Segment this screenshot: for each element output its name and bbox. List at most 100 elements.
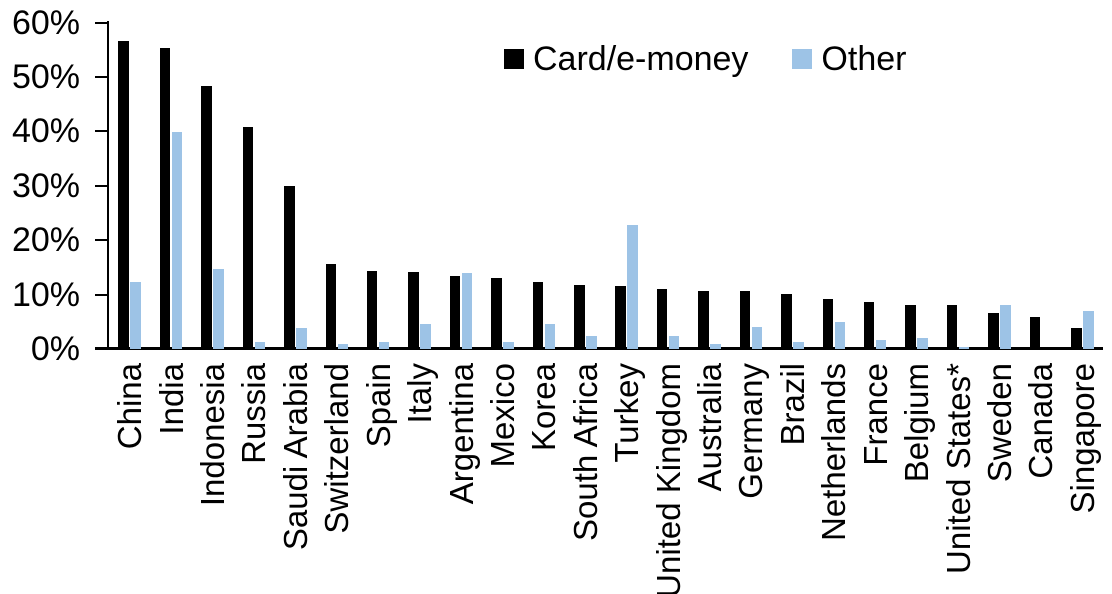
bar-card-emoney-france — [863, 301, 875, 349]
category-label-cell: South Africa — [565, 363, 606, 594]
legend-swatch-icon — [792, 49, 813, 69]
category-label-cell: Germany — [730, 363, 771, 594]
bar-other-italy — [420, 323, 431, 349]
bar-other-turkey — [627, 225, 638, 349]
y-axis-tick-label: 20% — [11, 221, 80, 260]
bar-other-russia — [254, 342, 266, 349]
bar-card-emoney-russia — [242, 126, 254, 349]
category-label-cell: United States* — [937, 363, 978, 594]
legend: Card/e-money Other — [504, 40, 906, 78]
category-label: Indonesia — [194, 363, 232, 507]
bar-card-emoney-united-states- — [946, 305, 958, 349]
legend-label: Other — [821, 39, 907, 78]
category-label: United States* — [939, 363, 977, 574]
category-label-cell: Singapore — [1062, 363, 1103, 594]
category-label-cell: China — [109, 363, 150, 594]
legend-item-card-emoney: Card/e-money — [504, 40, 748, 79]
bar-other-south-africa — [586, 335, 597, 349]
category-label-cell: Brazil — [772, 363, 813, 594]
category-label-cell: Italy — [399, 363, 440, 594]
category-label: Belgium — [898, 363, 936, 483]
bar-other-spain — [378, 342, 390, 349]
bar-card-emoney-argentina — [449, 275, 461, 349]
bar-other-saudi-arabia — [296, 327, 307, 349]
y-axis-tick — [95, 293, 108, 296]
bar-card-emoney-saudi-arabia — [284, 185, 295, 349]
y-axis-tick-label: 30% — [11, 166, 80, 205]
bar-card-emoney-singapore — [1071, 327, 1082, 349]
y-axis-line — [107, 21, 109, 350]
bar-card-emoney-united-kingdom — [656, 289, 668, 349]
category-label: Turkey — [608, 363, 646, 463]
category-label-cell: Netherlands — [813, 363, 854, 594]
bar-card-emoney-indonesia — [201, 85, 212, 349]
category-label: Italy — [401, 363, 439, 424]
y-axis-tick-label: 50% — [11, 57, 80, 96]
legend-item-other: Other — [792, 40, 906, 79]
category-label: France — [856, 363, 894, 466]
bar-other-korea — [544, 323, 556, 349]
category-label-cell: Russia — [233, 363, 274, 594]
bar-card-emoney-turkey — [615, 285, 626, 349]
bar-card-emoney-australia — [698, 290, 709, 349]
y-axis-tick — [95, 130, 108, 133]
category-label: Spain — [359, 363, 397, 448]
category-label-cell: India — [150, 363, 191, 594]
bar-other-singapore — [1083, 311, 1094, 349]
legend-swatch-icon — [504, 49, 524, 69]
category-label-cell: Indonesia — [192, 363, 233, 594]
bar-other-india — [171, 131, 183, 349]
category-label-cell: Argentina — [440, 363, 481, 594]
category-label: South Africa — [566, 363, 604, 541]
bar-card-emoney-germany — [739, 290, 751, 349]
category-label: Saudi Arabia — [276, 363, 314, 551]
bar-other-united-states- — [958, 347, 970, 349]
category-label: Germany — [732, 363, 770, 499]
category-label: Mexico — [483, 363, 521, 468]
bar-card-emoney-india — [159, 48, 171, 349]
category-label: Sweden — [980, 363, 1018, 483]
bar-other-australia — [710, 343, 721, 349]
bar-card-emoney-switzerland — [325, 263, 337, 349]
category-label-cell: Switzerland — [316, 363, 357, 594]
legend-label: Card/e-money — [533, 39, 749, 78]
bar-card-emoney-korea — [532, 282, 544, 349]
y-axis-tick — [95, 239, 108, 242]
bar-other-united-kingdom — [668, 335, 680, 349]
y-axis-tick-label: 10% — [11, 275, 80, 314]
category-label-cell: Mexico — [482, 363, 523, 594]
bar-card-emoney-sweden — [988, 313, 999, 349]
category-label-cell: Spain — [358, 363, 399, 594]
y-axis-tick — [95, 184, 108, 187]
category-label: China — [111, 363, 149, 450]
bar-other-argentina — [461, 273, 473, 349]
bar-other-france — [875, 339, 887, 349]
category-label-cell: Sweden — [979, 363, 1020, 594]
category-label: United Kingdom — [649, 363, 687, 594]
y-axis-tick — [95, 21, 108, 24]
category-label: Switzerland — [318, 363, 356, 534]
category-label-cell: Canada — [1020, 363, 1061, 594]
bar-card-emoney-brazil — [781, 294, 792, 349]
bar-card-emoney-netherlands — [822, 298, 834, 349]
category-label: Netherlands — [815, 363, 853, 541]
bar-card-emoney-canada — [1029, 316, 1041, 349]
category-label-cell: Saudi Arabia — [275, 363, 316, 594]
x-axis-line — [95, 347, 1103, 350]
category-label: Brazil — [773, 363, 811, 446]
category-label: Australia — [691, 363, 729, 492]
y-axis-tick-label: 40% — [11, 112, 80, 151]
bar-other-mexico — [503, 341, 514, 349]
bar-card-emoney-south-africa — [574, 284, 585, 349]
bar-other-china — [130, 281, 141, 349]
bar-card-emoney-spain — [366, 271, 378, 349]
bar-card-emoney-belgium — [905, 304, 916, 349]
bar-other-sweden — [1000, 304, 1011, 349]
category-label-cell: Belgium — [896, 363, 937, 594]
bar-other-switzerland — [337, 344, 349, 349]
bar-card-emoney-italy — [408, 272, 419, 349]
category-label: Canada — [1022, 363, 1060, 479]
category-label-cell: Australia — [689, 363, 730, 594]
category-label: India — [152, 363, 190, 435]
bar-other-brazil — [793, 342, 804, 349]
